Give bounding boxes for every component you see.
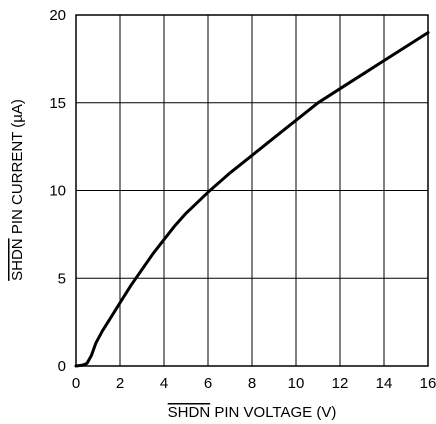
svg-text:SHDN PIN CURRENT (µA): SHDN PIN CURRENT (µA) <box>9 99 26 281</box>
x-tick-label: 6 <box>204 375 212 392</box>
y-tick-label: 10 <box>49 183 66 200</box>
y-tick-label: 5 <box>58 270 66 287</box>
y-axis-title: SHDN PIN CURRENT (µA) <box>9 99 26 281</box>
y-tick-labels: 0 5 10 15 20 <box>49 7 66 375</box>
x-tick-label: 14 <box>376 375 393 392</box>
x-axis-title-overbar-word: SHDN <box>168 404 211 421</box>
x-tick-label: 0 <box>72 375 80 392</box>
x-axis-title: SHDN PIN VOLTAGE (V) <box>168 404 337 421</box>
y-axis-title-rest: PIN CURRENT (µA) <box>9 99 26 238</box>
y-tick-label: 20 <box>49 7 66 24</box>
svg-text:SHDN PIN VOLTAGE (V): SHDN PIN VOLTAGE (V) <box>168 404 337 421</box>
y-tick-label: 0 <box>58 358 66 375</box>
x-axis-title-rest: PIN VOLTAGE (V) <box>210 404 336 421</box>
x-tick-label: 10 <box>288 375 305 392</box>
x-tick-label: 2 <box>116 375 124 392</box>
x-tick-label: 4 <box>160 375 168 392</box>
plot-frame <box>75 14 429 367</box>
series-line <box>74 31 430 368</box>
x-tick-label: 8 <box>248 375 256 392</box>
x-tick-label: 16 <box>420 375 436 392</box>
x-tick-labels: 0 2 4 6 8 10 12 14 16 <box>72 375 436 392</box>
y-axis-title-overbar-word: SHDN <box>9 238 26 281</box>
x-tick-label: 12 <box>332 375 349 392</box>
y-tick-label: 15 <box>49 95 66 112</box>
